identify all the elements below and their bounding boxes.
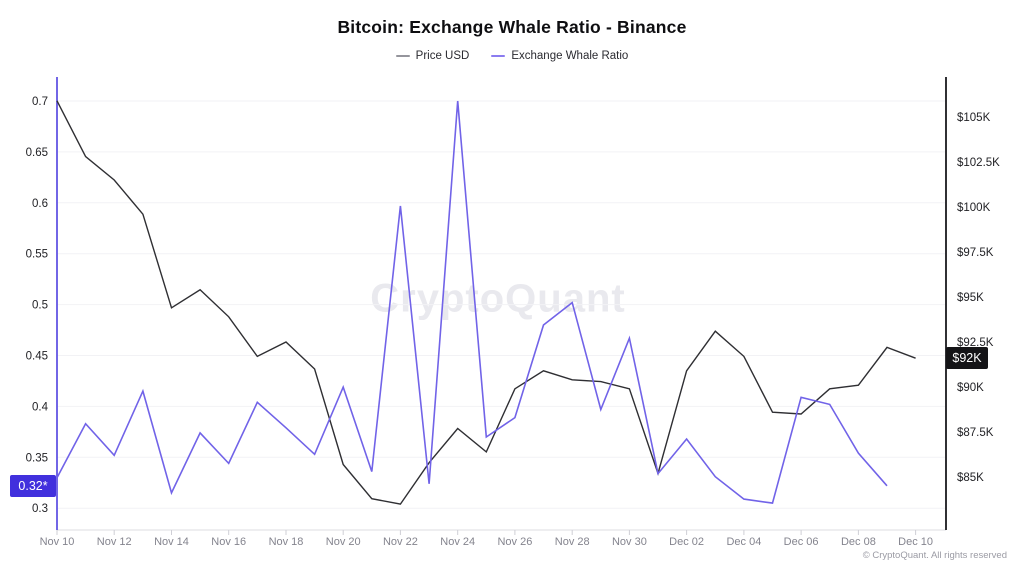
x-axis-tick-label: Dec 10 [898, 536, 933, 548]
x-axis-tick-label: Nov 22 [383, 536, 418, 548]
right-axis-tick-label: $95K [957, 292, 984, 304]
legend-label-exchange-whale-ratio: Exchange Whale Ratio [511, 50, 629, 62]
right-axis-tick-label: $90K [957, 382, 984, 394]
right-axis-tick-label: $92.5K [957, 337, 994, 349]
legend: Price USD Exchange Whale Ratio [0, 50, 1024, 62]
x-axis-tick-label: Nov 18 [269, 536, 304, 548]
price-usd-line [56, 100, 916, 505]
x-axis-tick-label: Dec 02 [669, 536, 704, 548]
left-axis-tick-label: 0.45 [26, 351, 48, 363]
cryptoquant-watermark: CryptoQuant [370, 276, 626, 321]
left-axis-tick-label: 0.35 [26, 452, 48, 464]
copyright-footer: © CryptoQuant. All rights reserved [862, 550, 1007, 561]
legend-item-price-usd[interactable]: Price USD [395, 50, 470, 62]
x-axis-tick-label: Nov 20 [326, 536, 361, 548]
whale-ratio-last-value-badge: 0.32* [10, 475, 56, 497]
right-axis-tick-label: $102.5K [957, 157, 1000, 169]
left-axis-tick-label: 0.6 [32, 198, 48, 210]
x-axis-tick-label: Nov 30 [612, 536, 647, 548]
x-axis-tick-label: Nov 28 [555, 536, 590, 548]
left-axis-tick-label: 0.4 [32, 401, 49, 413]
x-axis-tick-label: Nov 24 [440, 536, 475, 548]
right-axis-tick-label: $105K [957, 112, 991, 124]
x-axis-tick-label: Nov 10 [40, 536, 75, 548]
x-axis-tick-label: Dec 08 [841, 536, 876, 548]
left-axis-tick-label: 0.65 [26, 147, 48, 159]
left-axis-tick-label: 0.3 [32, 503, 48, 515]
right-axis-tick-label: $87.5K [957, 427, 994, 439]
chart-title: Bitcoin: Exchange Whale Ratio - Binance [337, 17, 687, 37]
right-axis-tick-label: $85K [957, 472, 984, 484]
x-axis-tick-label: Dec 04 [726, 536, 761, 548]
legend-label-price-usd: Price USD [415, 50, 470, 62]
left-axis-tick-label: 0.55 [26, 249, 48, 261]
whale-ratio-line-dash-icon [491, 55, 506, 57]
x-axis-tick-label: Nov 26 [497, 536, 532, 548]
x-axis-tick-label: Nov 12 [97, 536, 132, 548]
right-axis-tick-label: $100K [957, 202, 991, 214]
exchange-whale-ratio-line [56, 100, 888, 504]
right-axis-tick-label: $97.5K [957, 247, 994, 259]
x-axis-tick-label: Nov 16 [211, 536, 246, 548]
x-axis-tick-label: Nov 14 [154, 536, 189, 548]
x-axis-tick-label: Dec 06 [784, 536, 819, 548]
legend-item-exchange-whale-ratio[interactable]: Exchange Whale Ratio [491, 50, 628, 62]
price-line-dash-icon [395, 55, 410, 57]
price-last-value-badge: $92K [946, 347, 988, 369]
left-axis-tick-label: 0.5 [32, 300, 48, 312]
left-axis-tick-label: 0.7 [32, 96, 48, 108]
